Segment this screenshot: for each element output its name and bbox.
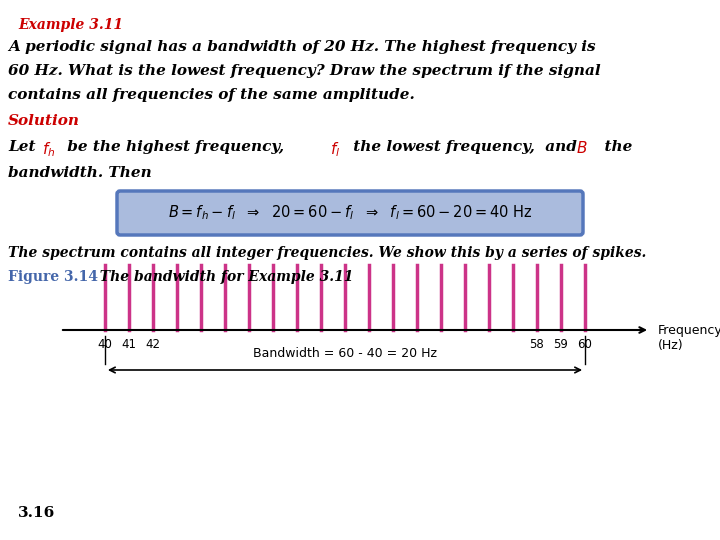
Text: $B$: $B$: [576, 140, 588, 156]
Text: 42: 42: [145, 338, 161, 351]
Text: A periodic signal has a bandwidth of 20 Hz. The highest frequency is: A periodic signal has a bandwidth of 20 …: [8, 40, 595, 54]
FancyBboxPatch shape: [117, 191, 583, 235]
Text: The spectrum contains all integer frequencies. We show this by a series of spike: The spectrum contains all integer freque…: [8, 246, 647, 260]
Text: 3.16: 3.16: [18, 506, 55, 520]
Text: Bandwidth = 60 - 40 = 20 Hz: Bandwidth = 60 - 40 = 20 Hz: [253, 347, 437, 360]
Text: Solution: Solution: [8, 114, 80, 128]
Text: Frequency
(Hz): Frequency (Hz): [658, 324, 720, 352]
Text: $f_l$: $f_l$: [330, 140, 341, 159]
Text: the: the: [594, 140, 632, 154]
Text: bandwidth. Then: bandwidth. Then: [8, 166, 152, 180]
Text: 60: 60: [577, 338, 593, 351]
Text: 59: 59: [554, 338, 568, 351]
Text: 41: 41: [122, 338, 137, 351]
Text: Figure 3.14: Figure 3.14: [8, 270, 98, 284]
Text: $f_h$: $f_h$: [42, 140, 55, 159]
Text: $B = f_h - f_l\ \ \Rightarrow\ \ 20 = 60 - f_l\ \ \Rightarrow\ \ f_l = 60 - 20 =: $B = f_h - f_l\ \ \Rightarrow\ \ 20 = 60…: [168, 204, 532, 222]
Text: Example 3.11: Example 3.11: [18, 18, 123, 32]
Text: contains all frequencies of the same amplitude.: contains all frequencies of the same amp…: [8, 88, 415, 102]
Text: 58: 58: [530, 338, 544, 351]
Text: Let: Let: [8, 140, 41, 154]
Text: The bandwidth for Example 3.11: The bandwidth for Example 3.11: [90, 270, 354, 284]
Text: 40: 40: [98, 338, 112, 351]
Text: be the highest frequency,: be the highest frequency,: [62, 140, 284, 154]
Text: 60 Hz. What is the lowest frequency? Draw the spectrum if the signal: 60 Hz. What is the lowest frequency? Dra…: [8, 64, 600, 78]
Text: the lowest frequency,  and: the lowest frequency, and: [348, 140, 577, 154]
